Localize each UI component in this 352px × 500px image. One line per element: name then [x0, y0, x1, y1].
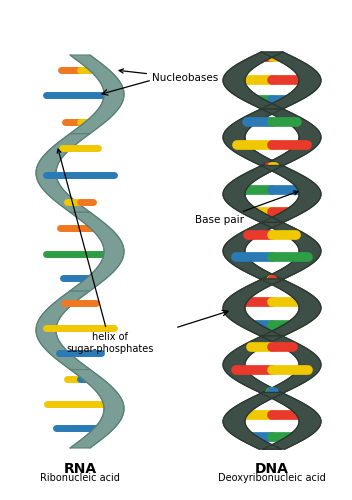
- Polygon shape: [70, 55, 124, 134]
- Polygon shape: [36, 291, 90, 370]
- Polygon shape: [70, 370, 124, 448]
- Polygon shape: [261, 108, 321, 166]
- Polygon shape: [223, 166, 283, 222]
- Text: Deoxyribonucleic acid: Deoxyribonucleic acid: [218, 473, 326, 483]
- Text: Nucleobases: Nucleobases: [119, 69, 218, 83]
- Polygon shape: [260, 222, 321, 279]
- Polygon shape: [70, 212, 124, 291]
- Polygon shape: [260, 336, 321, 392]
- Polygon shape: [260, 166, 321, 222]
- Text: RNA: RNA: [63, 462, 96, 476]
- Polygon shape: [260, 279, 321, 336]
- Polygon shape: [223, 392, 284, 449]
- Polygon shape: [223, 279, 284, 336]
- Polygon shape: [36, 134, 90, 212]
- Text: helix of
sugar-phosphates: helix of sugar-phosphates: [57, 149, 154, 354]
- Text: DNA: DNA: [255, 462, 289, 476]
- Polygon shape: [261, 52, 321, 108]
- Text: Base pair: Base pair: [195, 191, 298, 225]
- Polygon shape: [223, 222, 284, 279]
- Polygon shape: [223, 336, 284, 392]
- Polygon shape: [223, 52, 283, 108]
- Text: Ribonucleic acid: Ribonucleic acid: [40, 473, 120, 483]
- Polygon shape: [259, 392, 321, 449]
- Polygon shape: [223, 108, 283, 166]
